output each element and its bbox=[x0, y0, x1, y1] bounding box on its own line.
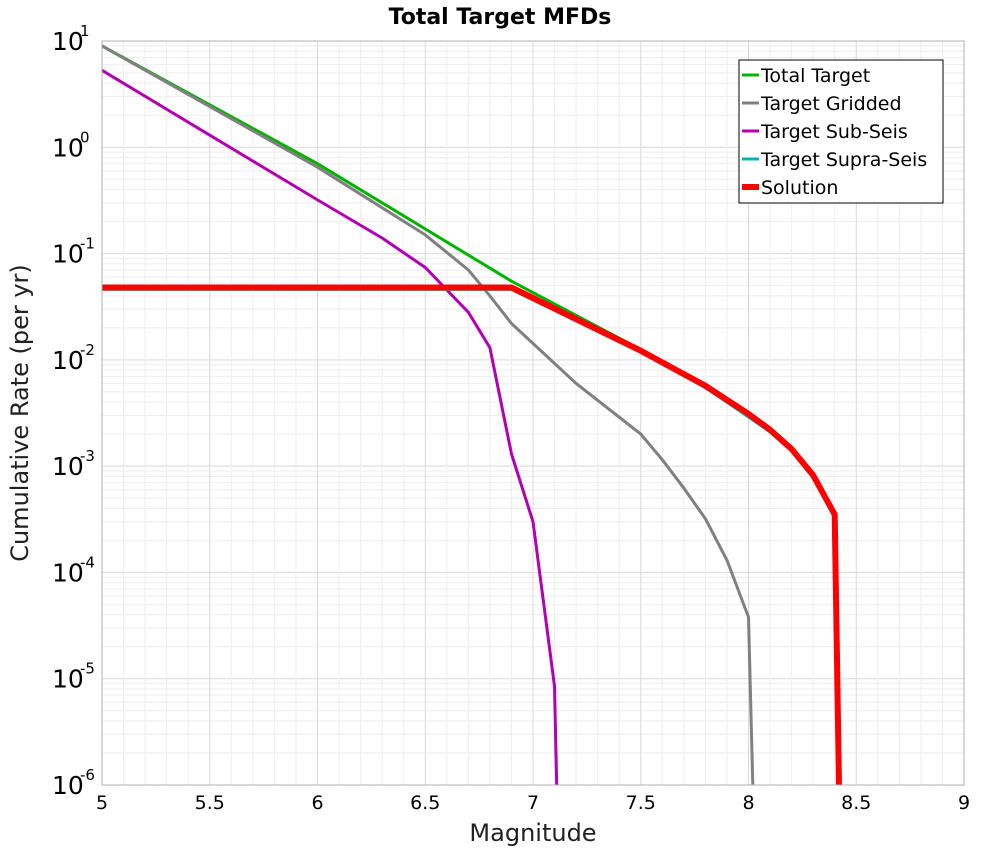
y-axis-label: Cumulative Rate (per yr) bbox=[6, 264, 34, 562]
y-tick-exponent: 1 bbox=[80, 22, 90, 40]
y-tick-exponent: -2 bbox=[80, 341, 95, 359]
x-tick-label: 8.5 bbox=[841, 792, 871, 814]
y-tick-exponent: -4 bbox=[80, 553, 95, 571]
legend-label-target-gridded: Target Gridded bbox=[760, 93, 902, 115]
y-tick-label: 10 bbox=[52, 558, 84, 587]
x-tick-label: 6 bbox=[311, 792, 323, 814]
legend-label-target-supra-seis: Target Supra-Seis bbox=[760, 149, 927, 171]
x-tick-label: 5 bbox=[96, 792, 108, 814]
legend-label-total-target: Total Target bbox=[760, 65, 870, 87]
y-tick-label: 10 bbox=[52, 665, 84, 694]
y-tick-exponent: -6 bbox=[80, 766, 95, 784]
x-axis-ticks: 5 5.5 6 6.5 7 7.5 8 8.5 9 bbox=[96, 792, 970, 814]
y-tick-label: 10 bbox=[52, 133, 84, 162]
x-axis-label: Magnitude bbox=[469, 819, 596, 847]
series-line-target-gridded bbox=[101, 44, 755, 786]
legend-label-solution: Solution bbox=[761, 177, 838, 199]
series-line-solution bbox=[102, 284, 842, 786]
plot-frame bbox=[101, 40, 965, 786]
y-tick-exponent: 0 bbox=[80, 128, 90, 146]
legend-label-target-sub-seis: Target Sub-Seis bbox=[760, 121, 908, 143]
y-tick-exponent: -3 bbox=[80, 447, 95, 465]
y-tick-label: 10 bbox=[52, 27, 84, 56]
x-tick-label: 9 bbox=[958, 792, 970, 814]
chart-title: Total Target MFDs bbox=[389, 5, 612, 30]
x-tick-label: 7 bbox=[527, 792, 539, 814]
legend-box bbox=[738, 59, 944, 204]
series-line-target-sub-seis bbox=[101, 69, 559, 786]
legend: Total Target Target Gridded Target Sub-Sei… bbox=[738, 59, 944, 204]
y-tick-label: 10 bbox=[52, 346, 84, 375]
y-tick-exponent: -1 bbox=[80, 235, 95, 253]
series-lines bbox=[101, 44, 842, 786]
x-tick-label: 6.5 bbox=[410, 792, 440, 814]
y-tick-label: 10 bbox=[52, 452, 84, 481]
y-tick-exponent: -5 bbox=[80, 660, 95, 678]
y-tick-label: 10 bbox=[52, 771, 84, 800]
y-tick-label: 10 bbox=[52, 240, 84, 269]
x-tick-label: 5.5 bbox=[195, 792, 225, 814]
x-tick-label: 7.5 bbox=[626, 792, 656, 814]
x-tick-label: 8 bbox=[742, 792, 754, 814]
